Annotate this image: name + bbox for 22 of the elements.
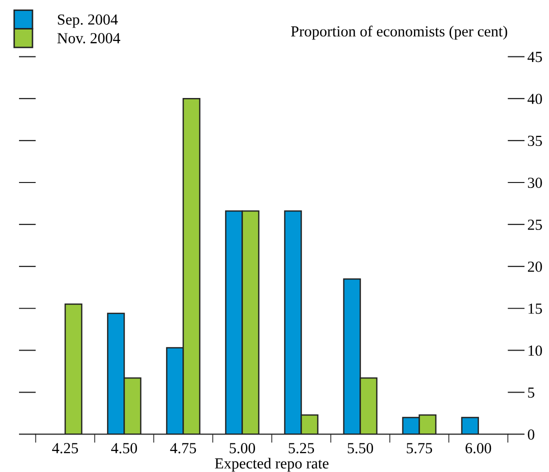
y-tick-label: 25 bbox=[528, 220, 542, 230]
y-tick-label: 30 bbox=[528, 178, 542, 188]
legend-label: Sep. 2004 bbox=[58, 14, 118, 28]
y-tick-label: 45 bbox=[528, 52, 542, 62]
y-axis-title: Proportion of economists (per cent) bbox=[291, 26, 508, 40]
x-axis-title: Expected repo rate bbox=[214, 458, 328, 472]
x-tick-label: 5.75 bbox=[406, 443, 432, 454]
x-tick-label: 5.25 bbox=[288, 443, 314, 454]
x-tick-label: 6.00 bbox=[466, 443, 492, 454]
x-tick-label: 4.50 bbox=[111, 443, 137, 454]
y-tick-label: 5 bbox=[528, 388, 534, 398]
y-tick-label: 40 bbox=[528, 94, 542, 104]
y-tick-label: 20 bbox=[528, 262, 542, 272]
x-tick-label: 4.75 bbox=[170, 443, 196, 454]
x-tick-label: 5.00 bbox=[230, 443, 256, 454]
x-tick-label: 5.50 bbox=[348, 443, 374, 454]
legend-label: Nov. 2004 bbox=[57, 33, 120, 44]
y-tick-label: 0 bbox=[528, 429, 534, 440]
y-tick-label: 35 bbox=[528, 136, 542, 146]
x-tick-label: 4.25 bbox=[52, 443, 78, 454]
y-tick-label: 10 bbox=[528, 345, 542, 356]
y-tick-label: 15 bbox=[528, 304, 542, 314]
